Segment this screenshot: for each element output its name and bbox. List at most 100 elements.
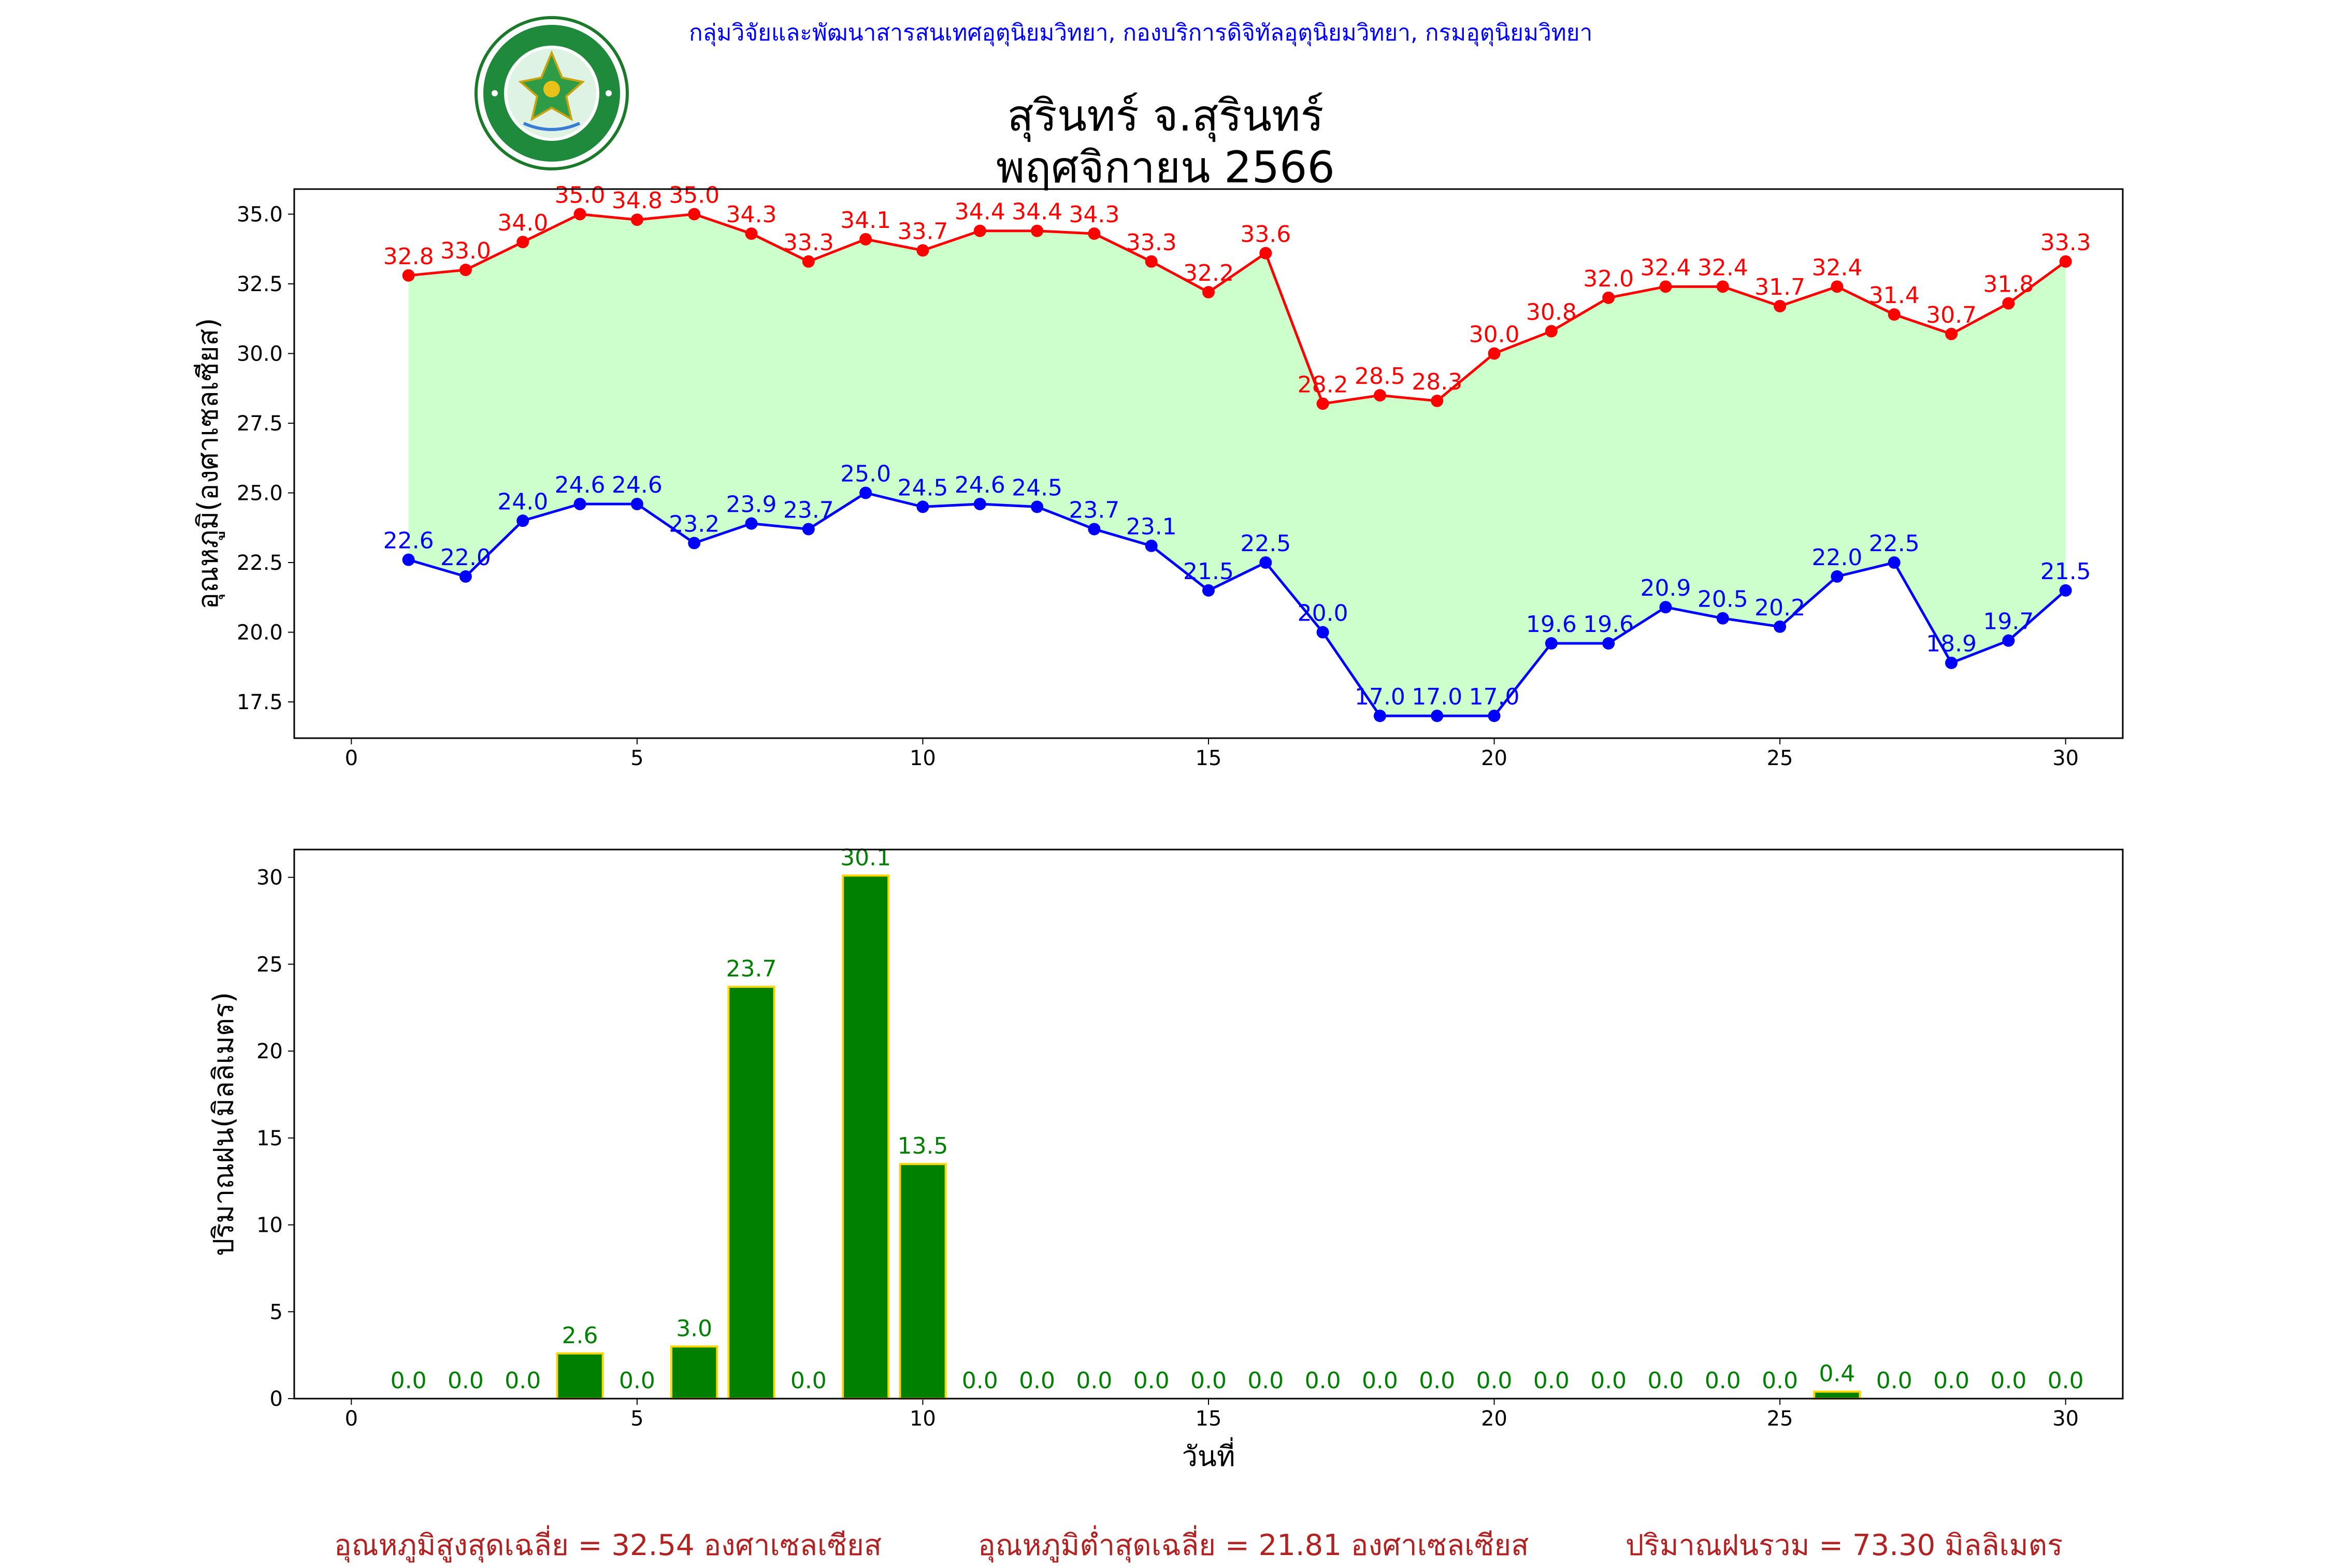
rain-data-label: 0.0: [962, 1368, 998, 1394]
min-temp-point: [916, 500, 929, 513]
y-tick-label: 25: [256, 953, 283, 976]
min-temp-point: [2002, 634, 2015, 647]
min-temp-data-label: 19.6: [1526, 611, 1577, 638]
y-tick-label: 22.5: [237, 551, 283, 575]
max-temp-data-label: 34.1: [840, 207, 891, 234]
max-temp-point: [745, 227, 758, 240]
min-temp-point: [402, 553, 415, 566]
min-temp-point: [1031, 500, 1044, 513]
max-temp-data-label: 34.3: [1069, 202, 1119, 228]
min-temp-point: [1774, 620, 1787, 633]
min-temp-point: [802, 523, 815, 536]
meteorological-department-logo: [474, 16, 629, 170]
rain-data-label: 0.0: [1590, 1368, 1627, 1394]
min-temp-point: [1088, 523, 1101, 536]
max-temp-point: [973, 224, 986, 237]
rain-data-label: 0.0: [1076, 1368, 1112, 1394]
max-temp-data-label: 33.6: [1240, 221, 1291, 248]
rain-data-label: 3.0: [676, 1315, 712, 1342]
max-temp-data-label: 34.8: [612, 188, 663, 214]
chart-title-station: สุรินทร์ จ.สุรินทร์: [1007, 90, 1324, 141]
max-temp-point: [1431, 394, 1444, 407]
min-temp-data-label: 20.0: [1298, 600, 1348, 627]
max-temp-point: [1373, 389, 1386, 402]
temperature-plot-frame: [293, 188, 2124, 739]
min-temp-point: [1488, 709, 1501, 722]
rain-data-label: 0.0: [1247, 1368, 1284, 1394]
x-tick-label: 25: [1767, 1407, 1793, 1431]
max-temp-point: [1088, 227, 1101, 240]
max-temp-data-label: 33.7: [897, 218, 948, 244]
max-temp-point: [1545, 325, 1558, 338]
max-temp-data-label: 30.8: [1526, 299, 1577, 325]
x-tick-label: 20: [1481, 1407, 1507, 1431]
rain-data-label: 0.0: [448, 1368, 484, 1394]
rain-data-label: 0.0: [1876, 1368, 1912, 1394]
y-tick-label: 27.5: [237, 412, 283, 436]
min-temp-data-label: 23.2: [669, 511, 720, 537]
min-temp-point: [1659, 601, 1672, 614]
rain-data-label: 0.0: [1990, 1368, 2026, 1394]
min-temp-point: [1716, 612, 1729, 625]
min-temp-point: [1545, 637, 1558, 650]
chart-title-month: พฤศจิกายน 2566: [996, 142, 1335, 193]
max-temp-point: [402, 269, 415, 282]
max-temp-point: [516, 236, 529, 249]
min-temp-point: [1373, 709, 1386, 722]
max-temp-data-label: 35.0: [555, 182, 606, 208]
min-temp-point: [1602, 637, 1615, 650]
avg-max-temp-text: อุณหภูมิสูงสุดเฉลี่ย = 32.54 องศาเซลเซีย…: [334, 1529, 882, 1562]
rain-data-label: 0.0: [1533, 1368, 1570, 1394]
min-temp-data-label: 24.6: [955, 472, 1005, 498]
y-tick-label: 15: [256, 1127, 283, 1150]
rain-data-label: 0.0: [1933, 1368, 1969, 1394]
min-temp-line: [408, 491, 2067, 717]
min-temp-data-label: 19.6: [1583, 611, 1634, 638]
max-temp-point: [1488, 347, 1501, 360]
x-tick-label: 15: [1196, 746, 1222, 770]
summary-footer: อุณหภูมิสูงสุดเฉลี่ย = 32.54 องศาเซลเซีย…: [0, 1522, 2331, 1563]
x-tick-label: 5: [630, 1407, 643, 1431]
min-temp-point: [973, 498, 986, 511]
rain-data-label: 2.6: [562, 1322, 598, 1349]
min-temp-data-label: 21.5: [1183, 558, 1234, 585]
max-temp-point: [2059, 255, 2072, 268]
y-tick-label: 20: [256, 1040, 283, 1063]
max-temp-data-label: 28.2: [1298, 371, 1348, 398]
max-temp-point: [802, 255, 815, 268]
y-tick-label: 20.0: [237, 621, 283, 645]
max-temp-data-label: 34.3: [726, 202, 777, 228]
min-temp-data-label: 22.5: [1240, 530, 1291, 557]
avg-min-temp-text: อุณหภูมิต่ำสุดเฉลี่ย = 21.81 องศาเซลเซีย…: [978, 1529, 1529, 1562]
min-temp-data-label: 17.0: [1355, 684, 1405, 710]
max-temp-data-label: 32.4: [1641, 254, 1691, 281]
max-temp-point: [1659, 280, 1672, 293]
max-temp-point: [916, 244, 929, 257]
y-tick-label: 32.5: [237, 272, 283, 296]
min-temp-data-label: 22.6: [383, 528, 434, 554]
x-tick-label: 30: [2052, 746, 2079, 770]
max-temp-data-label: 31.7: [1754, 274, 1805, 300]
max-temp-data-label: 34.4: [1012, 199, 1062, 225]
rain-data-label: 0.0: [2048, 1368, 2084, 1394]
min-temp-data-label: 21.5: [2040, 558, 2091, 585]
max-temp-point: [630, 213, 643, 226]
rain-data-label: 30.1: [840, 844, 891, 871]
max-temp-data-label: 32.4: [1697, 254, 1748, 281]
min-temp-point: [745, 517, 758, 530]
min-temp-data-label: 18.9: [1926, 631, 1977, 657]
min-temp-point: [1259, 556, 1272, 569]
max-temp-point: [1145, 255, 1158, 268]
min-temp-data-label: 20.2: [1754, 595, 1805, 621]
max-temp-data-label: 32.2: [1183, 260, 1234, 286]
rain-bar: [556, 1352, 604, 1400]
max-temp-data-label: 34.0: [497, 210, 548, 236]
rain-bar: [727, 986, 775, 1400]
min-temp-data-label: 23.7: [783, 497, 834, 523]
max-temp-point: [1259, 247, 1272, 260]
max-temp-data-label: 31.4: [1869, 282, 1920, 309]
temperature-chart: 0 5 10 15 20 25 30 17.5 20.0 22.5 25.0 27.5 30.0 32.5…: [192, 182, 2124, 770]
rain-data-label: 0.0: [619, 1368, 655, 1394]
min-temp-data-label: 19.7: [1983, 609, 2034, 635]
